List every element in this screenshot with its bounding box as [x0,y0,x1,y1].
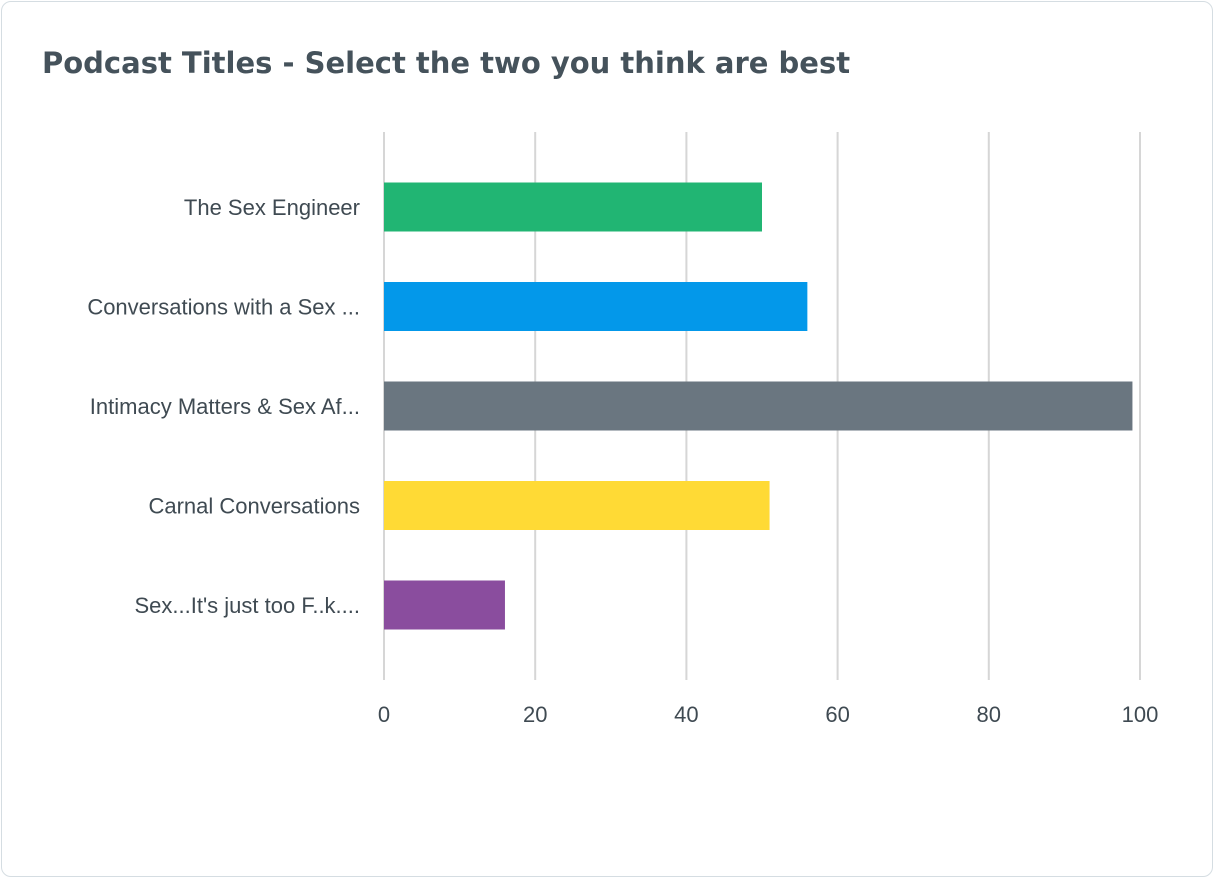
x-axis-tick-labels: 0 20 40 60 80 100 [378,702,1158,727]
chart-title: Podcast Titles - Select the two you thin… [42,46,851,80]
x-tick-label: 80 [977,702,1001,727]
x-tick-label: 20 [523,702,547,727]
bars [384,182,1133,630]
category-labels: The Sex Engineer Conversations with a Sex… [87,195,360,618]
x-tick-label: 40 [674,702,698,727]
bar[interactable] [384,182,762,232]
category-label: Conversations with a Sex ... [87,295,360,320]
category-label: Intimacy Matters & Sex Af... [90,394,360,419]
x-tick-label: 60 [825,702,849,727]
bar[interactable] [384,381,1133,431]
bar[interactable] [384,481,770,530]
bar[interactable] [384,282,808,331]
x-tick-label: 100 [1122,702,1159,727]
bar[interactable] [384,580,505,630]
category-label: Carnal Conversations [148,494,360,519]
x-tick-label: 0 [378,702,390,727]
category-label: Sex...It's just too F..k.... [135,593,361,618]
category-label: The Sex Engineer [184,195,360,220]
